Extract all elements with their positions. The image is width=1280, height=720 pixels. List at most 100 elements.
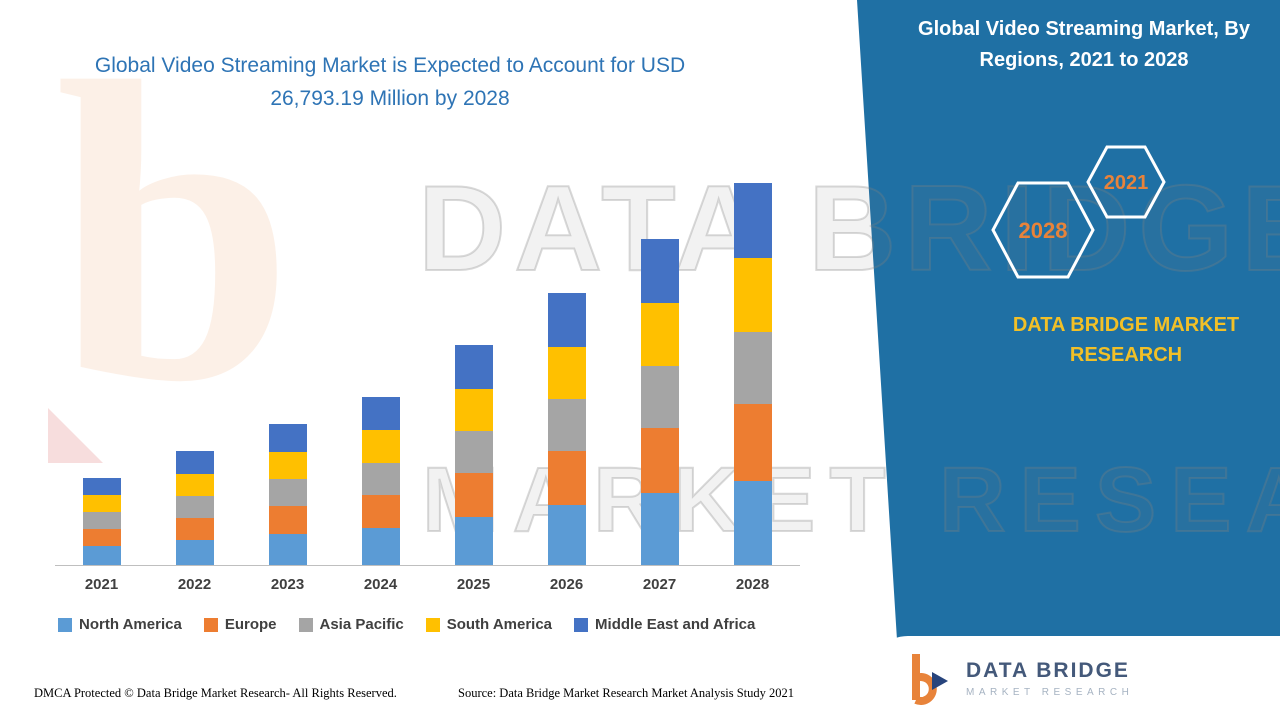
hexagon-years-graphic: 2028 2021	[991, 145, 1166, 279]
legend-label: North America	[79, 616, 182, 633]
bar-segment-2023	[268, 423, 307, 452]
legend-item: Europe	[203, 616, 277, 633]
bar-segment-2022	[175, 540, 214, 565]
bar-segment-2023	[268, 505, 307, 534]
bar-column-2023	[241, 183, 334, 565]
bar-segment-2025	[454, 473, 493, 517]
stacked-bar-2027	[640, 238, 679, 565]
legend-label: Europe	[224, 616, 277, 633]
stacked-bar-2021	[82, 478, 121, 565]
chart-title-line1: Global Video Streaming Market is Expecte…	[94, 54, 686, 77]
brand-text: DATA BRIDGE MARKET RESEARCH	[1012, 314, 1240, 366]
x-axis-label-2021: 2021	[84, 576, 119, 593]
legend-label: Asia Pacific	[319, 616, 404, 633]
watermark-data-bridge: DATA BRIDGE	[417, 159, 1280, 297]
x-axis-label-2023: 2023	[270, 576, 305, 593]
bar-segment-2022	[175, 473, 214, 496]
bar-segment-2026	[547, 451, 586, 506]
bar-segment-2028	[733, 183, 772, 258]
bar-segment-2027	[640, 428, 679, 494]
bar-segment-2026	[547, 505, 586, 565]
bar-segment-2028	[733, 331, 772, 405]
bar-segment-2021	[82, 512, 121, 529]
bar-column-2025	[427, 183, 520, 565]
dbmr-logo-box: DATA BRIDGE MARKET RESEARCH	[868, 636, 1280, 720]
legend-swatch-icon	[58, 617, 72, 632]
chart-title: Global Video Streaming Market is Expecte…	[28, 50, 752, 115]
watermark-triangle	[48, 408, 103, 463]
stacked-bar-2028	[733, 183, 772, 565]
bar-segment-2024	[361, 430, 400, 463]
chart-legend: North America Europe Asia Pacific South Ame…	[58, 616, 828, 633]
panel-title: Global Video Streaming Market, By Region…	[918, 18, 1250, 71]
legend-swatch-icon	[574, 617, 589, 632]
bar-segment-2025	[454, 516, 493, 565]
bar-column-2028	[706, 183, 799, 565]
x-axis-label-2026: 2026	[549, 576, 584, 593]
bar-column-2022	[148, 183, 241, 565]
bar-segment-2027	[640, 366, 679, 429]
bar-column-2021	[55, 183, 148, 565]
stacked-bar-2025	[454, 345, 493, 565]
bar-segment-2024	[361, 396, 400, 431]
legend-item: Middle East and Africa	[574, 616, 755, 633]
bar-segment-2022	[175, 495, 214, 518]
bar-segment-2023	[268, 533, 307, 565]
bar-segment-2026	[547, 292, 586, 347]
bar-segment-2023	[268, 479, 307, 506]
x-axis-line	[55, 565, 800, 566]
source-text: Source: Data Bridge Market Research Mark…	[458, 686, 795, 700]
legend-swatch-icon	[203, 617, 218, 632]
bar-segment-2023	[268, 451, 307, 480]
hexagon-2021	[1086, 145, 1166, 219]
bar-segment-2025	[454, 431, 493, 474]
hexagon-2028-label: 2028	[1019, 218, 1068, 243]
legend-label: Middle East and Africa	[595, 616, 756, 633]
bar-segment-2027	[640, 493, 679, 565]
bar-segment-2022	[175, 517, 214, 541]
bar-segment-2028	[733, 480, 772, 565]
stacked-bar-2024	[361, 396, 400, 565]
x-axis-label-2028: 2028	[735, 576, 770, 593]
bar-segment-2027	[640, 302, 679, 367]
hexagon-2021-label: 2021	[1104, 172, 1149, 194]
dbmr-logo-name: DATA BRIDGE	[966, 658, 1130, 682]
x-axis-label-2024: 2024	[363, 576, 398, 593]
dbmr-logo-subtitle: MARKET RESEARCH	[966, 686, 1134, 698]
bar-segment-2022	[175, 451, 214, 474]
chart-title-line2: 26,793.19 Million by 2028	[270, 86, 510, 110]
bar-segment-2027	[640, 238, 679, 303]
bar-segment-2026	[547, 346, 586, 400]
bar-segment-2024	[361, 462, 400, 495]
bar-segment-2021	[82, 545, 121, 565]
bar-segment-2021	[82, 495, 121, 513]
legend-swatch-icon	[298, 617, 313, 632]
hexagon-2028	[991, 181, 1095, 279]
stacked-bar-2022	[175, 451, 214, 565]
bar-segment-2026	[547, 399, 586, 452]
bar-segment-2024	[361, 494, 400, 528]
bar-column-2024	[334, 183, 427, 565]
bar-segment-2025	[454, 388, 493, 432]
bar-column-2027	[613, 183, 706, 565]
dbmr-logo-icon	[912, 654, 948, 705]
legend-item: North America	[58, 616, 182, 633]
bar-segment-2024	[361, 527, 400, 565]
bar-column-2026	[520, 183, 613, 565]
x-axis-label-2027: 2027	[642, 576, 677, 593]
legend-label: South America	[446, 616, 553, 633]
dmca-text: DMCA Protected © Data Bridge Market Rese…	[34, 686, 397, 700]
x-axis-labels: 2021 2022 2023 2024 2025 2026 2027 2028	[55, 576, 800, 593]
bar-segment-2028	[733, 257, 772, 332]
x-axis-label-2022: 2022	[177, 576, 212, 593]
bar-segment-2021	[82, 528, 121, 546]
x-axis-label-2025: 2025	[456, 576, 491, 593]
bar-segment-2021	[82, 478, 121, 496]
legend-swatch-icon	[425, 617, 440, 632]
bar-segment-2028	[733, 404, 772, 481]
stacked-bar-2023	[268, 423, 307, 565]
legend-item: Asia Pacific	[298, 616, 404, 633]
stacked-bar-chart	[55, 183, 800, 565]
